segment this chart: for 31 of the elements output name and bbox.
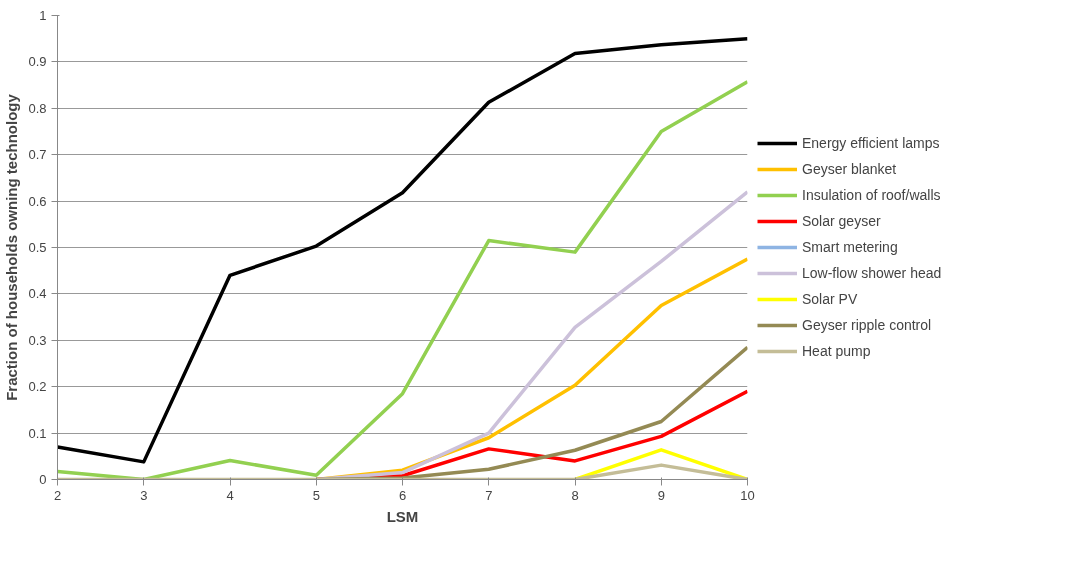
x-tick-label: 3 xyxy=(140,487,148,503)
x-tick-label: 7 xyxy=(485,487,493,503)
x-tick-label: 10 xyxy=(740,487,755,503)
legend-label: Heat pump xyxy=(802,343,871,359)
y-tick-label: 0.6 xyxy=(28,193,47,209)
y-axis-title: Fraction of households owning technology xyxy=(3,93,21,401)
y-tick-label: 0.2 xyxy=(28,379,47,395)
y-tick-label: 0 xyxy=(39,472,47,487)
x-tick-label: 8 xyxy=(571,487,579,503)
y-tick-label: 0.4 xyxy=(28,286,47,302)
x-tick-label: 2 xyxy=(53,487,62,503)
legend-label: Insulation of roof/walls xyxy=(802,187,941,203)
legend-label: Geyser blanket xyxy=(802,161,897,177)
x-tick-label: 5 xyxy=(312,487,320,503)
y-tick-label: 0.1 xyxy=(28,425,47,441)
y-tick-label: 0.7 xyxy=(28,147,47,163)
y-tick-label: 1 xyxy=(39,8,47,23)
y-tick-label: 0.5 xyxy=(28,240,47,255)
y-tick-label: 0.8 xyxy=(28,100,47,116)
legend-label: Solar PV xyxy=(802,291,858,307)
legend-label: Solar geyser xyxy=(802,213,881,229)
y-tick-label: 0.9 xyxy=(28,54,47,70)
x-tick-label: 6 xyxy=(398,487,407,503)
x-axis-title: LSM xyxy=(386,507,419,525)
legend-label: Energy efficient lamps xyxy=(802,135,940,151)
legend-label: Smart metering xyxy=(802,239,898,255)
y-tick-label: 0.3 xyxy=(28,332,47,348)
legend-label: Geyser ripple control xyxy=(802,317,932,333)
legend-label: Low-flow shower head xyxy=(802,265,942,281)
x-tick-label: 9 xyxy=(657,487,665,503)
x-tick-label: 4 xyxy=(226,487,234,503)
